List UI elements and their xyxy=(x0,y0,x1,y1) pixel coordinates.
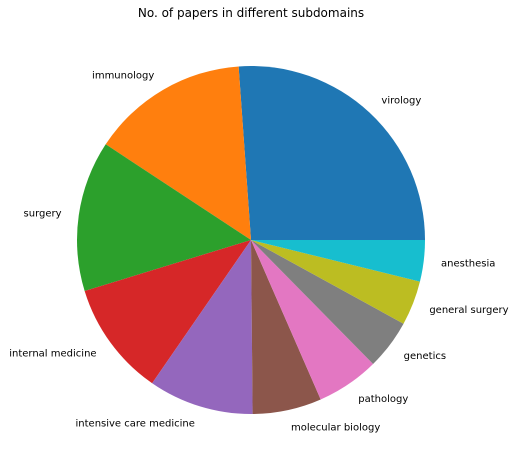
pie-slices xyxy=(77,65,426,414)
pie-label-internal-medicine: internal medicine xyxy=(9,349,96,360)
chart-title: No. of papers in different subdomains xyxy=(138,6,364,20)
pie-slice-immunology xyxy=(105,66,251,240)
pie-slice-intensive-care-medicine xyxy=(152,240,253,414)
pie-slice-virology xyxy=(238,65,426,240)
pie-label-intensive-care-medicine: intensive care medicine xyxy=(76,419,195,430)
pie-slice-pathology xyxy=(251,240,374,400)
pie-slice-anesthesia xyxy=(251,240,425,282)
pie-slice-general-surgery xyxy=(251,240,420,324)
pie-label-immunology: immunology xyxy=(92,70,154,81)
pie-slice-surgery xyxy=(77,144,252,291)
pie-label-pathology: pathology xyxy=(358,394,408,405)
pie-label-surgery: surgery xyxy=(24,208,62,219)
pie-slice-molecular-biology xyxy=(251,240,321,414)
pie-label-virology: virology xyxy=(381,95,421,106)
pie-slice-internal-medicine xyxy=(84,240,251,384)
pie-labels: virology immunology surgery internal medici… xyxy=(9,70,508,433)
pie-label-molecular-biology: molecular biology xyxy=(291,423,380,434)
pie-label-general-surgery: general surgery xyxy=(429,305,508,316)
pie-label-anesthesia: anesthesia xyxy=(441,259,495,270)
pie-slice-genetics xyxy=(251,240,404,364)
pie-label-genetics: genetics xyxy=(404,351,446,362)
